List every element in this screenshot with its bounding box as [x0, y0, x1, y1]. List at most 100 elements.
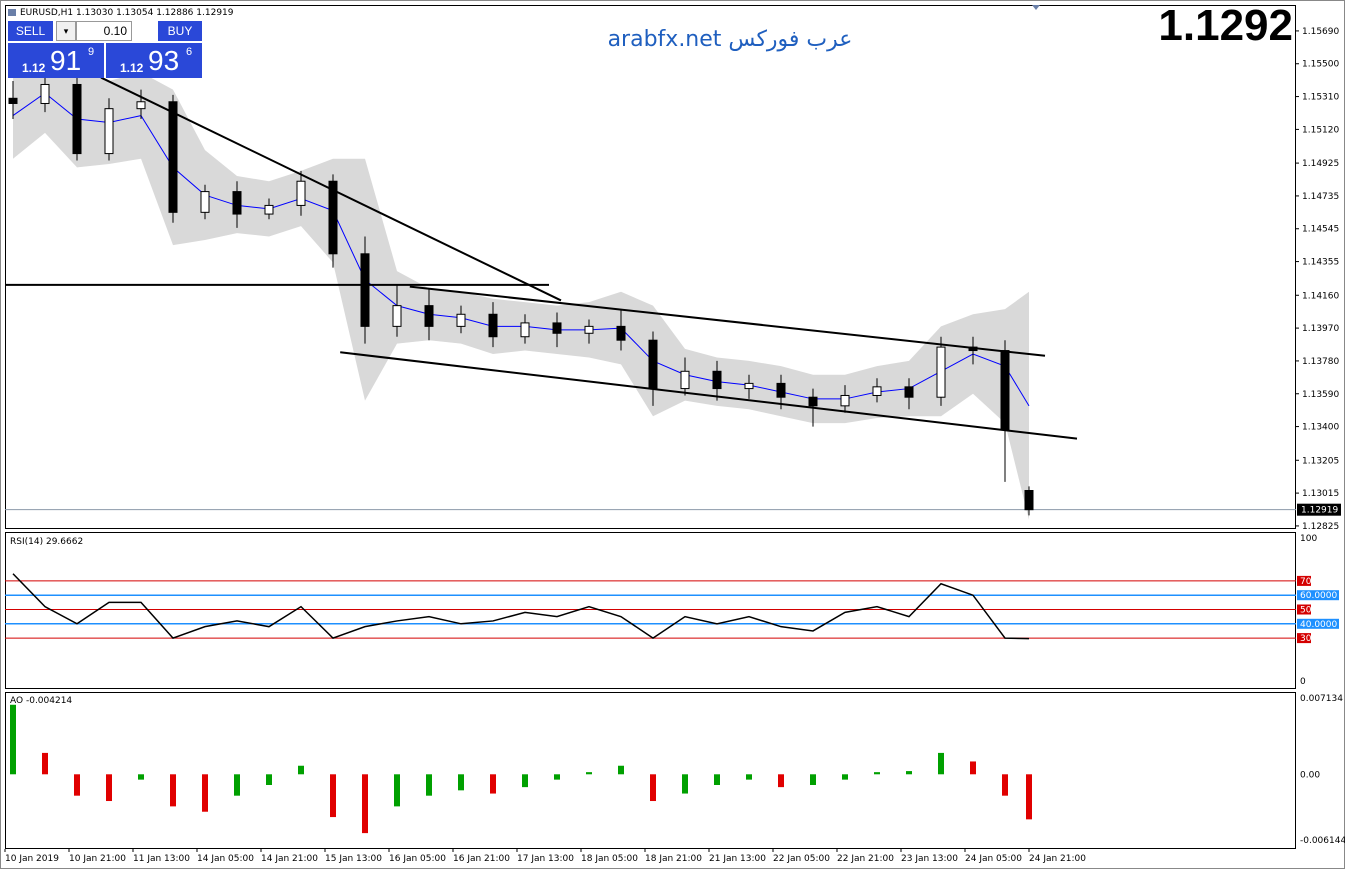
candle-body: [584, 325, 594, 334]
rsi-level-box: [1297, 590, 1339, 601]
current-price-box: [1297, 503, 1341, 516]
candle-body: [936, 346, 946, 398]
lots-input[interactable]: 0.10: [76, 21, 132, 41]
shift-marker: [1032, 5, 1040, 10]
trend-line: [100, 76, 562, 302]
y-tick-label: 1.13205: [1302, 456, 1339, 466]
ao-bar: [1002, 774, 1008, 796]
rsi-level-box: [1297, 618, 1339, 629]
x-tick-label: 22 Jan 21:00: [837, 854, 894, 864]
bid-main: 91: [50, 45, 82, 76]
rsi-tick-label: 100: [1300, 534, 1317, 544]
candle-body: [328, 180, 338, 255]
ao-bar: [42, 752, 48, 775]
rsi-line: [12, 573, 1030, 640]
ao-bar: [682, 774, 688, 794]
ao-bar: [970, 761, 976, 775]
ao-bar: [490, 774, 496, 794]
quote-close: 1.12919: [196, 8, 233, 18]
y-tick-label: 1.14925: [1302, 159, 1339, 169]
ao-bar: [906, 771, 912, 775]
ao-bar: [202, 774, 208, 812]
rsi-level-box: [1297, 633, 1311, 644]
ao-bar: [938, 752, 944, 775]
candle-body: [616, 325, 626, 341]
ao-panel: [5, 692, 1296, 849]
candle-body: [680, 370, 690, 390]
candle-body: [72, 83, 82, 155]
trend-line: [340, 351, 1078, 440]
candle-body: [1000, 350, 1010, 431]
candle-body: [840, 394, 850, 407]
y-tick-label: 1.15310: [1302, 93, 1339, 103]
ao-bar: [554, 774, 560, 780]
ao-bar: [618, 765, 624, 775]
y-tick-label: 1.15690: [1302, 27, 1339, 37]
ao-last: -0.004214: [26, 696, 72, 706]
candle-body: [456, 313, 466, 327]
candle-body: [8, 97, 18, 104]
rsi-name: RSI(14): [10, 537, 43, 547]
ao-bar: [394, 774, 400, 807]
rsi-level-label: 40.0000: [1300, 620, 1337, 630]
ao-bar: [842, 774, 848, 780]
candle-body: [808, 396, 818, 407]
ao-tick-label: 0.00: [1300, 770, 1320, 780]
rsi-level-label: 60.0000: [1300, 591, 1337, 601]
y-tick-label: 1.12825: [1302, 522, 1339, 532]
y-tick-label: 1.13015: [1302, 489, 1339, 499]
x-tick-label: 10 Jan 2019: [5, 854, 59, 864]
x-tick-label: 10 Jan 21:00: [69, 854, 126, 864]
lots-dropdown[interactable]: ▾: [56, 21, 76, 41]
y-tick-label: 1.15500: [1302, 60, 1339, 70]
x-tick-label: 17 Jan 13:00: [517, 854, 574, 864]
ao-bar: [74, 774, 80, 796]
trend-line: [409, 285, 1046, 357]
rsi-level-box: [1297, 575, 1311, 586]
symbol-icon: [8, 9, 16, 16]
y-tick-label: 1.14735: [1302, 192, 1339, 202]
big-price: 1.1292: [1158, 1, 1293, 50]
candle-body: [520, 322, 530, 338]
y-tick-label: 1.13400: [1302, 423, 1339, 433]
buy-button[interactable]: BUY: [158, 21, 202, 41]
y-tick-label: 1.13780: [1302, 357, 1339, 367]
ao-bar: [810, 774, 816, 785]
candle-body: [360, 253, 370, 327]
y-tick-label: 1.15120: [1302, 125, 1339, 135]
ao-bar: [522, 774, 528, 788]
ask-box[interactable]: 1.12 93 6: [106, 43, 202, 78]
x-tick-label: 21 Jan 13:00: [709, 854, 766, 864]
rsi-tick-label: 0: [1300, 677, 1306, 687]
candle-body: [904, 386, 914, 398]
current-price-label: 1.12919: [1301, 506, 1338, 516]
bid-big: 1.12: [22, 61, 46, 75]
ao-bar: [874, 772, 880, 775]
ask-big: 1.12: [120, 61, 144, 75]
ao-bar: [586, 772, 592, 775]
ao-bar: [330, 774, 336, 818]
y-tick-label: 1.14355: [1302, 258, 1339, 268]
ao-bar: [10, 704, 16, 775]
bid-box[interactable]: 1.12 91 9: [8, 43, 104, 78]
ao-tick-label: -0.006144: [1300, 836, 1345, 846]
x-tick-label: 24 Jan 05:00: [965, 854, 1022, 864]
candle-body: [296, 180, 306, 206]
ask-main: 93: [148, 45, 180, 76]
x-tick-label: 16 Jan 05:00: [389, 854, 446, 864]
quote-line: EURUSD,H1 1.13030 1.13054 1.12886 1.1291…: [20, 8, 234, 18]
x-tick-label: 15 Jan 13:00: [325, 854, 382, 864]
ao-bar: [458, 774, 464, 791]
ao-bar: [266, 774, 272, 785]
ao-tick-label: 0.007134: [1300, 694, 1343, 704]
x-tick-label: 14 Jan 21:00: [261, 854, 318, 864]
y-tick-label: 1.14160: [1302, 291, 1339, 301]
ao-bar: [714, 774, 720, 785]
y-tick-label: 1.13970: [1302, 324, 1339, 334]
candle-body: [136, 101, 146, 110]
rsi-panel: [5, 532, 1296, 689]
x-tick-label: 18 Jan 05:00: [581, 854, 638, 864]
sell-button[interactable]: SELL: [8, 21, 53, 41]
